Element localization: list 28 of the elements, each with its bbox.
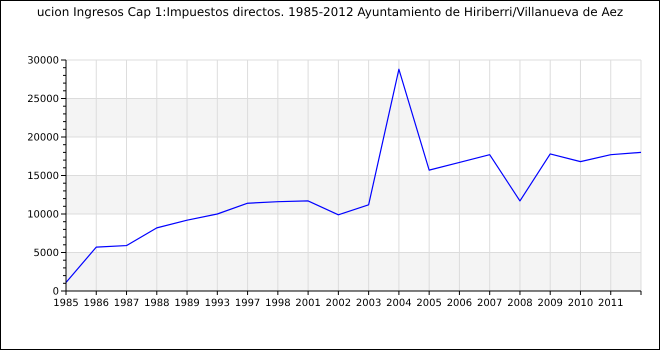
y-tick-label: 5000 <box>34 248 59 259</box>
x-tick-label: 1985 <box>53 298 79 309</box>
x-tick-label: 1993 <box>204 298 230 309</box>
x-tick-label: 2011 <box>598 298 624 309</box>
x-tick-label: 2005 <box>416 298 442 309</box>
x-tick-label: 2003 <box>356 298 382 309</box>
x-tick-label: 2004 <box>386 298 412 309</box>
x-tick-label: 1986 <box>84 298 109 309</box>
y-tick-label: 25000 <box>27 94 59 105</box>
y-tick-label: 30000 <box>27 56 59 66</box>
x-tick-label: 2007 <box>476 298 502 309</box>
x-tick-label: 2006 <box>446 298 472 309</box>
x-tick-label: 1989 <box>174 298 200 309</box>
x-tick-label: 2008 <box>507 298 533 309</box>
x-tick-label: 1998 <box>265 298 291 309</box>
y-tick-label: 15000 <box>27 171 59 182</box>
y-tick-label: 0 <box>52 286 59 298</box>
x-tick-label: 1987 <box>114 298 140 309</box>
y-tick-label: 20000 <box>27 132 59 144</box>
x-tick-label: 2001 <box>295 298 321 309</box>
y-tick-label: 10000 <box>27 210 59 220</box>
x-tick-label: 1997 <box>234 298 260 309</box>
x-tick-label: 2002 <box>326 298 352 309</box>
line-series <box>65 68 642 284</box>
chart-title: ucion Ingresos Cap 1:Impuestos directos. 1985-2012 Ayuntamiento de Hiriberri/Villanueva de Aez <box>36 5 624 19</box>
x-tick-label: 2009 <box>537 298 563 309</box>
x-tick-label: 2010 <box>568 298 594 309</box>
x-tick-label: 1988 <box>144 298 170 309</box>
